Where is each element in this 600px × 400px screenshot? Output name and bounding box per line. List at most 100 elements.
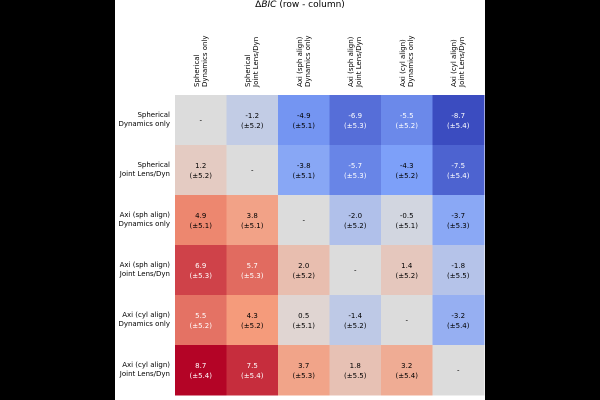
- cell-value-3-0: 6.9: [195, 262, 206, 270]
- cell-error-1-2: (±5.1): [293, 172, 316, 180]
- cell-label-5-5: -: [457, 367, 460, 375]
- cell-label-0-0: -: [199, 117, 202, 125]
- cell-value-2-4: -0.5: [400, 212, 414, 220]
- cell-value-5-4: 3.2: [401, 362, 412, 370]
- heatmap-cell-4-2: [278, 295, 330, 346]
- heatmap-cell-3-3: [329, 245, 382, 296]
- row-label-3: Axi (sph align) Joint Lens/Dyn: [115, 261, 170, 279]
- cell-error-0-4: (±5.2): [396, 122, 419, 130]
- cell-value-3-5: -1.8: [451, 262, 465, 270]
- heatmap-cell-0-5: [432, 95, 485, 146]
- cell-error-2-5: (±5.3): [447, 222, 470, 230]
- row-label-line: Spherical: [137, 111, 170, 119]
- cell-error-1-4: (±5.2): [396, 172, 419, 180]
- cell-error-5-4: (±5.4): [396, 372, 419, 380]
- cell-error-3-2: (±5.2): [293, 272, 316, 280]
- cell-value-5-1: 7.5: [247, 362, 258, 370]
- cell-error-4-3: (±5.2): [344, 322, 367, 330]
- row-label-line: Dynamics only: [118, 320, 170, 328]
- heatmap-cell-2-3: [329, 195, 382, 246]
- cell-value-0-2: -4.9: [297, 112, 311, 120]
- row-label-0: Spherical Dynamics only: [115, 111, 170, 129]
- cell-error-3-1: (±5.3): [241, 272, 264, 280]
- heatmap-cell-3-1: [226, 245, 279, 296]
- heatmap-cell-4-5: [432, 295, 485, 346]
- row-label-1: Spherical Joint Lens/Dyn: [115, 161, 170, 179]
- heatmap-cell-3-2: [278, 245, 330, 296]
- heatmap-cell-5-3: [329, 345, 382, 396]
- cell-value-0-1: -1.2: [245, 112, 259, 120]
- row-label-line: Joint Lens/Dyn: [119, 270, 170, 278]
- row-label-line: Joint Lens/Dyn: [119, 370, 170, 378]
- cell-value-0-5: -8.7: [451, 112, 465, 120]
- row-label-2: Axi (sph align) Dynamics only: [115, 211, 170, 229]
- heatmap-cell-4-4: [381, 295, 433, 346]
- cell-value-4-1: 4.3: [247, 312, 258, 320]
- title-suffix: (row - column): [276, 0, 345, 10]
- row-label-4: Axi (cyl align) Dynamics only: [115, 311, 170, 329]
- cell-value-1-0: 1.2: [195, 162, 206, 170]
- heatmap-cell-1-3: [329, 145, 382, 196]
- cell-value-5-3: 1.8: [350, 362, 361, 370]
- cell-error-2-1: (±5.1): [241, 222, 264, 230]
- heatmap-cell-5-4: [381, 345, 433, 396]
- heatmap-cell-0-0: [175, 95, 227, 146]
- cell-error-5-0: (±5.4): [190, 372, 213, 380]
- heatmap-cell-4-3: [329, 295, 382, 346]
- heatmap-cell-2-5: [432, 195, 485, 246]
- row-label-line: Axi (sph align): [119, 261, 170, 269]
- cell-error-5-3: (±5.5): [344, 372, 367, 380]
- cell-value-1-3: -5.7: [348, 162, 362, 170]
- cell-error-2-3: (±5.2): [344, 222, 367, 230]
- cell-error-1-3: (±5.3): [344, 172, 367, 180]
- row-label-line: Dynamics only: [118, 120, 170, 128]
- cell-value-2-0: 4.9: [195, 212, 206, 220]
- cell-label-4-4: -: [405, 317, 408, 325]
- heatmap-cell-5-2: [278, 345, 330, 396]
- heatmap-cell-4-1: [226, 295, 279, 346]
- heatmap-cell-2-4: [381, 195, 433, 246]
- cell-error-3-4: (±5.2): [396, 272, 419, 280]
- cell-value-2-3: -2.0: [348, 212, 362, 220]
- cell-error-1-0: (±5.2): [190, 172, 213, 180]
- row-label-line: Joint Lens/Dyn: [119, 170, 170, 178]
- cell-value-4-3: -1.4: [348, 312, 362, 320]
- cell-value-4-0: 5.5: [195, 312, 206, 320]
- cell-error-0-3: (±5.3): [344, 122, 367, 130]
- row-label-line: Axi (sph align): [119, 211, 170, 219]
- heatmap-cell-0-2: [278, 95, 330, 146]
- cell-label-1-1: -: [251, 167, 254, 175]
- cell-value-4-2: 0.5: [298, 312, 309, 320]
- cell-error-4-5: (±5.4): [447, 322, 470, 330]
- heatmap-cell-0-4: [381, 95, 433, 146]
- cell-error-3-5: (±5.5): [447, 272, 470, 280]
- row-label-line: Axi (cyl align): [122, 311, 170, 319]
- cell-error-2-4: (±5.1): [396, 222, 419, 230]
- heatmap-cell-2-1: [226, 195, 279, 246]
- cell-value-4-5: -3.2: [451, 312, 465, 320]
- cell-value-0-3: -6.9: [348, 112, 362, 120]
- cell-error-4-1: (±5.2): [241, 322, 264, 330]
- heatmap-cell-1-5: [432, 145, 485, 196]
- cell-error-1-5: (±5.4): [447, 172, 470, 180]
- cell-value-3-1: 5.7: [247, 262, 258, 270]
- cell-value-5-0: 8.7: [195, 362, 206, 370]
- heatmap-cell-2-0: [175, 195, 227, 246]
- heatmap-cell-5-0: [175, 345, 227, 396]
- cell-value-2-5: -3.7: [451, 212, 465, 220]
- title-prefix: Δ: [255, 0, 262, 10]
- heatmap-cell-3-0: [175, 245, 227, 296]
- cell-error-2-0: (±5.1): [190, 222, 213, 230]
- row-label-5: Axi (cyl align) Joint Lens/Dyn: [115, 361, 170, 379]
- cell-error-5-2: (±5.3): [293, 372, 316, 380]
- cell-value-0-4: -5.5: [400, 112, 414, 120]
- cell-error-3-0: (±5.3): [190, 272, 213, 280]
- chart-title: ΔBIC (row - column): [115, 0, 485, 10]
- cell-error-0-2: (±5.1): [293, 122, 316, 130]
- row-label-line: Spherical: [137, 161, 170, 169]
- title-italic: BIC: [261, 0, 277, 10]
- cell-error-4-2: (±5.1): [293, 322, 316, 330]
- cell-error-0-5: (±5.4): [447, 122, 470, 130]
- cell-value-3-2: 2.0: [298, 262, 309, 270]
